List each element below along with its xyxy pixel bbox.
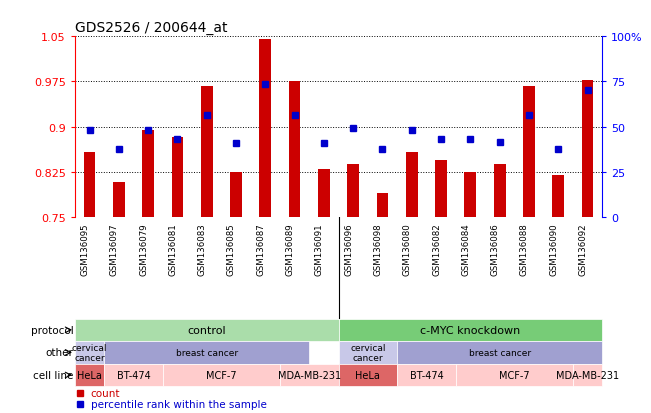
- Bar: [494, 164, 506, 217]
- Text: MCF-7: MCF-7: [206, 370, 237, 380]
- Bar: [397, 341, 602, 364]
- Bar: [339, 364, 397, 386]
- Text: GSM136097: GSM136097: [110, 223, 119, 275]
- Text: c-MYC knockdown: c-MYC knockdown: [421, 325, 520, 335]
- Text: protocol: protocol: [31, 325, 74, 335]
- Bar: [259, 40, 271, 217]
- Text: GSM136079: GSM136079: [139, 223, 148, 275]
- Text: MDA-MB-231: MDA-MB-231: [278, 370, 340, 380]
- Bar: [406, 152, 418, 217]
- Bar: [348, 164, 359, 217]
- Text: other: other: [46, 348, 74, 358]
- Text: MDA-MB-231: MDA-MB-231: [556, 370, 619, 380]
- Text: GSM136084: GSM136084: [462, 223, 471, 275]
- Bar: [172, 138, 184, 217]
- Bar: [573, 364, 602, 386]
- Bar: [104, 364, 163, 386]
- Text: BT-474: BT-474: [409, 370, 443, 380]
- Bar: [523, 86, 535, 217]
- Text: GDS2526 / 200644_at: GDS2526 / 200644_at: [75, 21, 227, 35]
- Bar: [113, 183, 125, 217]
- Bar: [163, 364, 280, 386]
- Bar: [582, 81, 594, 217]
- Text: HeLa: HeLa: [355, 370, 380, 380]
- Bar: [280, 364, 339, 386]
- Text: GSM136089: GSM136089: [286, 223, 294, 275]
- Bar: [318, 169, 329, 217]
- Bar: [289, 82, 301, 217]
- Text: cervical
cancer: cervical cancer: [72, 343, 107, 362]
- Text: GSM136090: GSM136090: [549, 223, 559, 275]
- Text: MCF-7: MCF-7: [499, 370, 530, 380]
- Bar: [339, 319, 602, 341]
- Bar: [75, 341, 104, 364]
- Text: GSM136096: GSM136096: [344, 223, 353, 275]
- Text: breast cancer: breast cancer: [469, 348, 531, 357]
- Text: cervical
cancer: cervical cancer: [350, 343, 385, 362]
- Bar: [143, 130, 154, 217]
- Text: breast cancer: breast cancer: [176, 348, 238, 357]
- Text: GSM136087: GSM136087: [256, 223, 266, 275]
- Text: GSM136088: GSM136088: [520, 223, 529, 275]
- Text: cell line: cell line: [33, 370, 74, 380]
- Text: HeLa: HeLa: [77, 370, 102, 380]
- Bar: [397, 364, 456, 386]
- Bar: [75, 364, 104, 386]
- Text: GSM136092: GSM136092: [579, 223, 588, 275]
- Text: GSM136095: GSM136095: [81, 223, 90, 275]
- Bar: [465, 172, 477, 217]
- Bar: [377, 193, 389, 217]
- Text: GSM136086: GSM136086: [491, 223, 500, 275]
- Bar: [552, 176, 564, 217]
- Text: GSM136098: GSM136098: [374, 223, 383, 275]
- Text: GSM136082: GSM136082: [432, 223, 441, 275]
- Text: GSM136081: GSM136081: [169, 223, 178, 275]
- Text: percentile rank within the sample: percentile rank within the sample: [90, 399, 266, 409]
- Text: GSM136091: GSM136091: [315, 223, 324, 275]
- Bar: [84, 152, 96, 217]
- Bar: [201, 86, 213, 217]
- Text: count: count: [90, 388, 120, 398]
- Bar: [75, 319, 339, 341]
- Text: GSM136080: GSM136080: [403, 223, 412, 275]
- Bar: [230, 172, 242, 217]
- Text: control: control: [187, 325, 226, 335]
- Bar: [456, 364, 573, 386]
- Bar: [436, 160, 447, 217]
- Text: GSM136083: GSM136083: [198, 223, 207, 275]
- Bar: [339, 341, 397, 364]
- Text: GSM136085: GSM136085: [227, 223, 236, 275]
- Text: BT-474: BT-474: [117, 370, 150, 380]
- Bar: [104, 341, 309, 364]
